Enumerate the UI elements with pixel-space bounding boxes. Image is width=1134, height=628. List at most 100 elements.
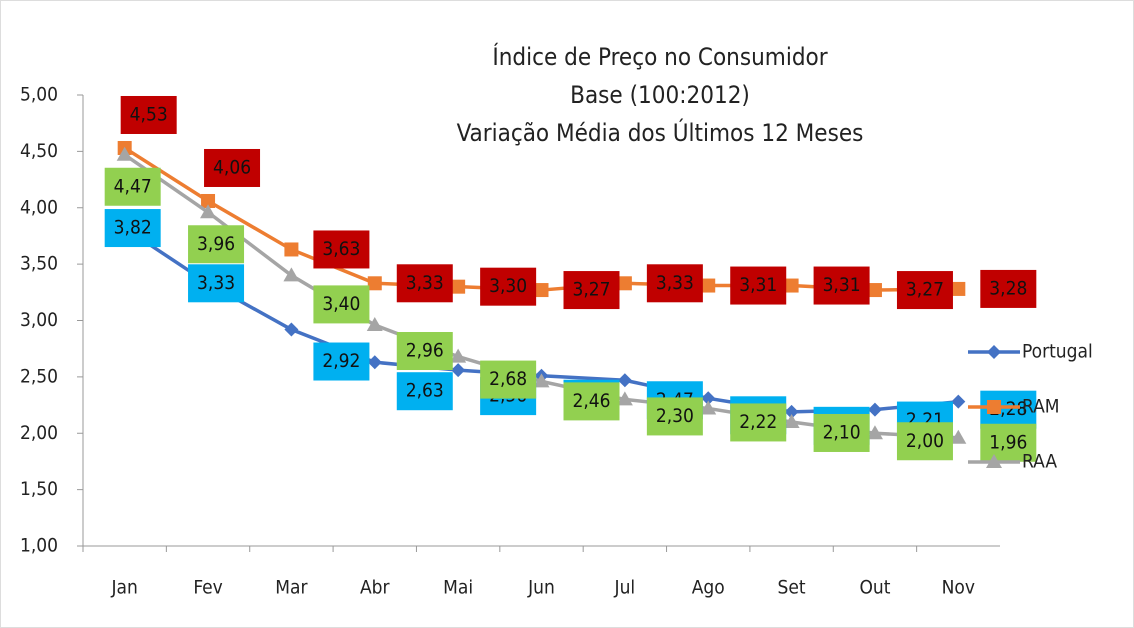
- marker: [700, 400, 717, 415]
- marker: [201, 193, 216, 208]
- data-label: 3,63: [322, 238, 360, 260]
- data-label: 2,00: [906, 430, 944, 452]
- data-label: 2,46: [572, 390, 610, 412]
- y-tick-label: 3,00: [20, 309, 58, 331]
- x-tick-label: Jul: [614, 577, 636, 599]
- data-label: 2,22: [739, 411, 777, 433]
- marker: [987, 400, 1001, 414]
- data-label-box: [730, 403, 787, 442]
- data-label-box: [104, 209, 161, 248]
- x-tick-label: Ago: [692, 577, 725, 599]
- marker: [867, 283, 882, 298]
- data-label: 3,31: [739, 274, 777, 296]
- marker: [284, 242, 299, 257]
- marker: [284, 322, 299, 337]
- data-label: 3,28: [989, 277, 1027, 299]
- data-label: 3,82: [114, 217, 152, 239]
- data-label: 3,30: [489, 275, 527, 297]
- x-tick-label: Mai: [443, 577, 473, 599]
- data-label-box: [646, 397, 703, 436]
- data-label-box: [104, 167, 161, 206]
- marker: [534, 283, 549, 298]
- legend-label: RAM: [1022, 396, 1060, 418]
- legend-label: Portugal: [1022, 341, 1093, 363]
- marker: [617, 373, 632, 388]
- data-label-box: [896, 422, 953, 461]
- data-label: 3,27: [572, 279, 610, 301]
- y-tick-label: 4,50: [20, 140, 58, 162]
- data-label: 3,33: [656, 272, 694, 294]
- data-label: 4,06: [213, 156, 251, 178]
- legend-label: RAA: [1022, 451, 1057, 473]
- marker: [784, 404, 799, 419]
- marker: [951, 394, 966, 409]
- marker: [951, 281, 966, 296]
- data-label-box: [563, 271, 620, 310]
- marker: [866, 425, 883, 440]
- x-tick-label: Abr: [360, 577, 391, 599]
- data-label-box: [480, 267, 537, 306]
- y-tick-label: 1,50: [20, 478, 58, 500]
- x-tick-label: Fev: [193, 577, 222, 599]
- data-label-box: [204, 148, 261, 187]
- data-label-box: [813, 413, 870, 452]
- chart-title: Base (100:2012): [570, 81, 750, 109]
- marker: [367, 276, 382, 291]
- marker: [867, 402, 882, 417]
- marker: [986, 454, 1002, 468]
- marker: [987, 345, 1001, 359]
- data-label-box: [896, 271, 953, 310]
- x-tick-label: Mar: [275, 577, 308, 599]
- chart-title: Índice de Preço no Consumidor: [492, 42, 827, 71]
- data-label: 3,96: [197, 233, 235, 255]
- data-label: 2,92: [322, 350, 360, 372]
- y-tick-label: 5,00: [20, 84, 58, 106]
- data-label: 2,68: [489, 368, 527, 390]
- data-label-box: [980, 269, 1037, 308]
- data-label: 3,27: [906, 279, 944, 301]
- data-label-box: [563, 382, 620, 421]
- data-label: 4,47: [114, 175, 152, 197]
- y-tick-label: 2,50: [20, 365, 58, 387]
- data-label-box: [396, 332, 453, 371]
- data-label-box: [646, 264, 703, 303]
- marker: [451, 363, 466, 378]
- marker: [200, 204, 217, 219]
- x-tick-label: Jun: [527, 577, 555, 599]
- chart-title: Variação Média dos Últimos 12 Meses: [457, 117, 864, 147]
- x-tick-label: Jan: [111, 577, 138, 599]
- y-tick-label: 3,50: [20, 253, 58, 275]
- y-tick-label: 1,00: [20, 535, 58, 557]
- data-label: 3,31: [823, 274, 861, 296]
- data-label: 2,96: [406, 340, 444, 362]
- x-tick-label: Out: [859, 577, 890, 599]
- y-tick-label: 4,00: [20, 196, 58, 218]
- data-label: 3,33: [197, 272, 235, 294]
- data-label-box: [980, 423, 1037, 462]
- data-label: 2,30: [656, 405, 694, 427]
- data-label: 2,63: [406, 380, 444, 402]
- data-label-box: [313, 285, 370, 324]
- data-label: 3,33: [406, 272, 444, 294]
- data-label-box: [813, 266, 870, 305]
- data-label-box: [313, 342, 370, 381]
- marker: [701, 278, 716, 293]
- marker: [784, 278, 799, 293]
- data-label-box: [120, 95, 177, 134]
- data-label-box: [396, 372, 453, 411]
- marker: [450, 348, 467, 363]
- data-label-box: [188, 264, 245, 303]
- marker: [950, 429, 967, 444]
- marker: [617, 276, 632, 291]
- data-label-box: [313, 230, 370, 269]
- marker: [283, 267, 300, 282]
- data-label: 3,40: [322, 293, 360, 315]
- data-label-box: [396, 264, 453, 303]
- marker: [783, 413, 800, 428]
- marker: [367, 355, 382, 370]
- data-label: 2,10: [823, 421, 861, 443]
- data-label-box: [188, 225, 245, 264]
